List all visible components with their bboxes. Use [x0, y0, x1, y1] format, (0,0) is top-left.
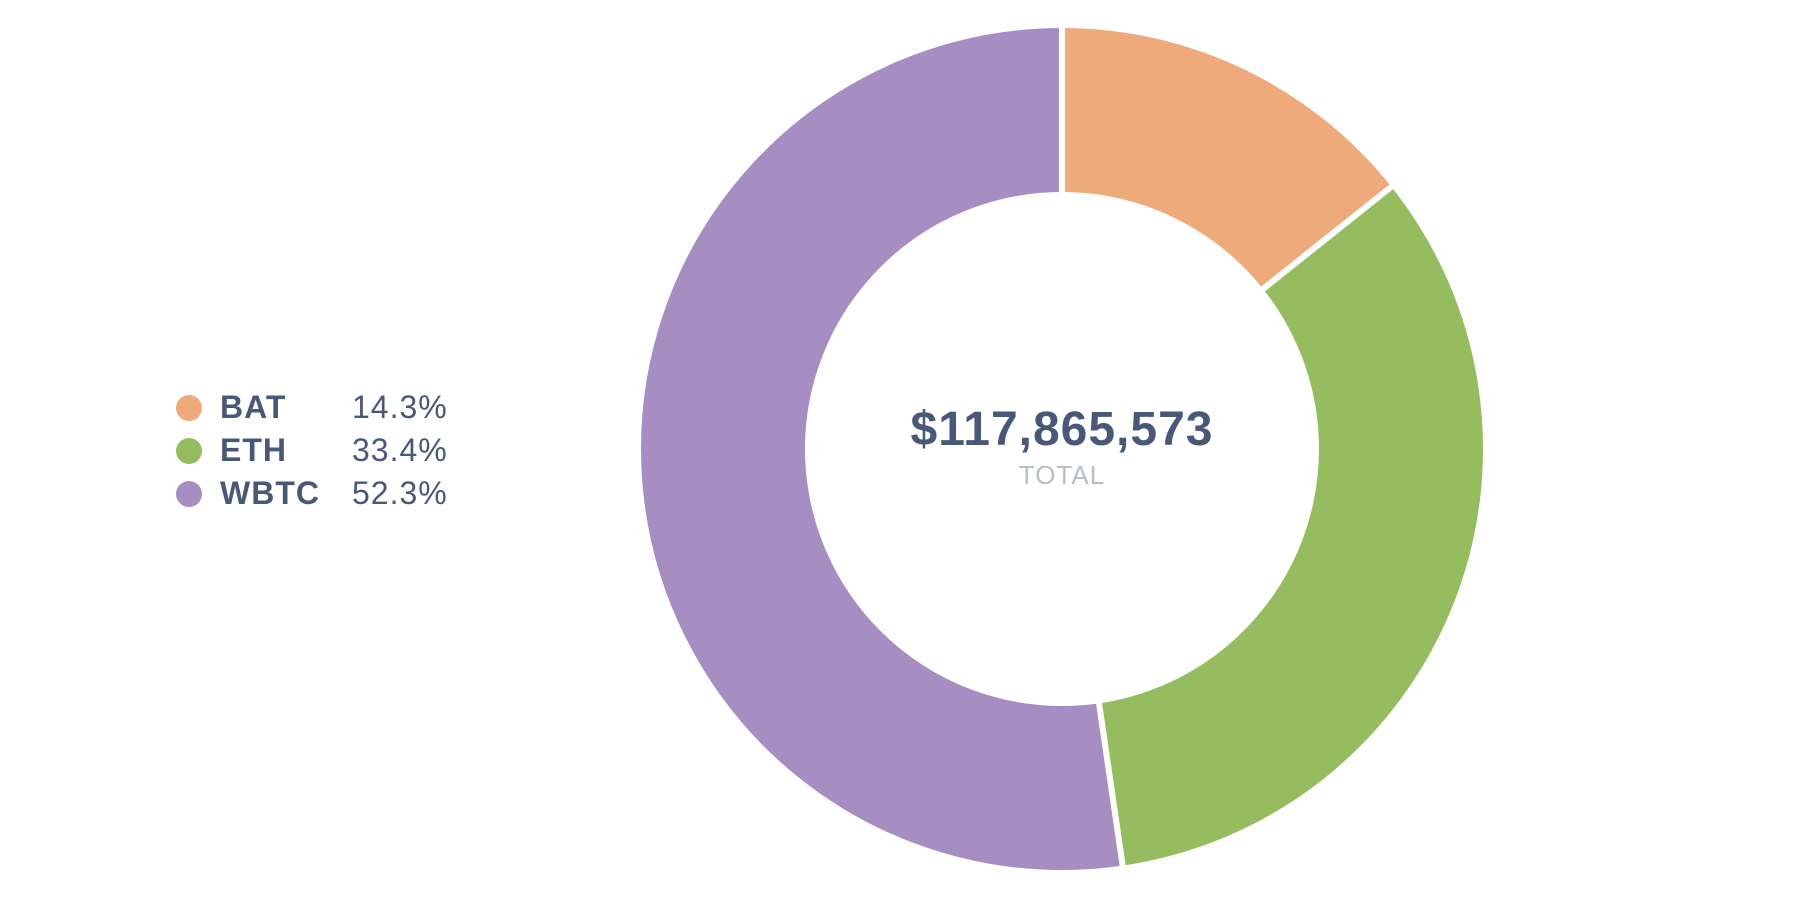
chart-legend: BAT 14.3% ETH 33.4% WBTC 52.3%: [176, 386, 476, 515]
donut-segment-eth[interactable]: [1095, 180, 1489, 872]
legend-item-wbtc[interactable]: WBTC 52.3%: [176, 472, 476, 515]
donut-segment-bat[interactable]: [1059, 21, 1398, 296]
legend-value-eth: 33.4%: [352, 432, 448, 468]
legend-item-eth[interactable]: ETH 33.4%: [176, 429, 476, 472]
legend-value-wbtc: 52.3%: [352, 475, 448, 511]
legend-swatch-wbtc: [176, 480, 202, 507]
donut-segment-wbtc[interactable]: [635, 21, 1127, 876]
legend-swatch-eth: [176, 437, 202, 464]
legend-item-bat[interactable]: BAT 14.3%: [176, 386, 476, 429]
total-label: TOTAL: [1018, 460, 1106, 490]
total-value: $117,865,573: [910, 403, 1214, 456]
legend-label-wbtc: WBTC: [220, 475, 320, 511]
legend-value-bat: 14.3%: [352, 389, 448, 425]
legend-swatch-bat: [176, 394, 202, 421]
legend-label-eth: ETH: [220, 432, 287, 468]
legend-label-bat: BAT: [220, 389, 287, 425]
